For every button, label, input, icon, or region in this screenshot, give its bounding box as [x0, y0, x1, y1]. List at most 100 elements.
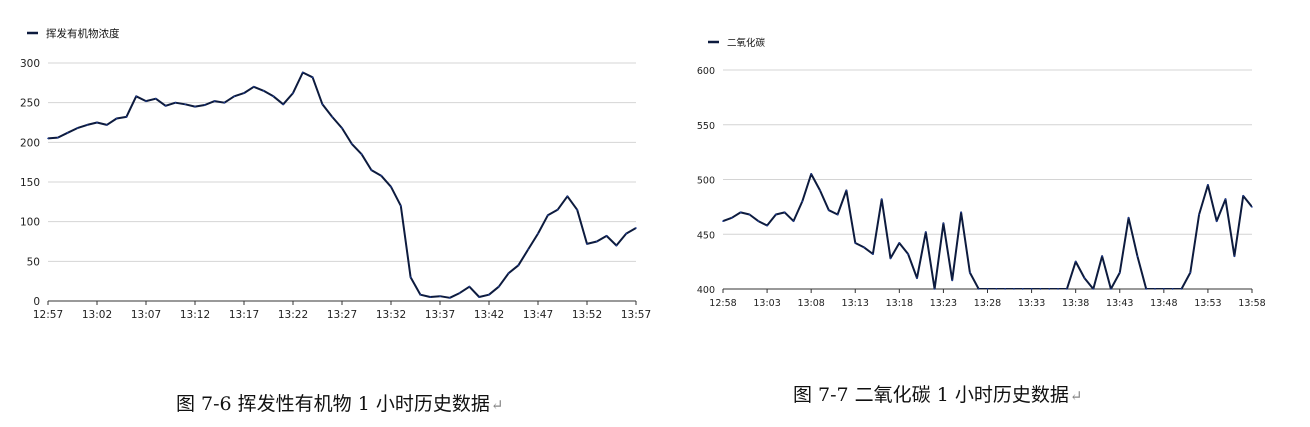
- data-point: [223, 101, 226, 104]
- data-point: [625, 232, 627, 235]
- data-point: [468, 285, 471, 288]
- y-tick-label: 150: [20, 177, 40, 189]
- data-point: [1074, 260, 1077, 263]
- data-point: [302, 71, 304, 74]
- data-point: [145, 100, 147, 102]
- y-tick-label: 250: [20, 98, 40, 110]
- voc-line-chart: 0 50 100 150 200 250 300 12:57 13:02 13:07 13:12 13…: [20, 27, 651, 321]
- data-point: [863, 246, 865, 249]
- x-tick-label: 13:13: [842, 298, 869, 309]
- data-point: [615, 244, 618, 247]
- data-point: [924, 231, 927, 233]
- series-line: [723, 173, 1252, 289]
- data-point: [907, 253, 909, 255]
- data-point: [66, 132, 69, 134]
- data-point: [76, 127, 79, 129]
- data-point: [253, 86, 255, 88]
- data-point: [390, 185, 392, 188]
- x-tick-label: 13:17: [229, 309, 259, 321]
- data-point: [488, 293, 490, 296]
- data-point: [47, 137, 49, 140]
- return-mark: ↵: [490, 396, 504, 414]
- x-tick-label: 13:43: [1106, 298, 1133, 309]
- voc-chart-panel: 0 50 100 150 200 250 300 12:57 13:02 13:07 13:12 13…: [0, 0, 655, 330]
- data-point: [57, 136, 59, 139]
- data-point: [517, 264, 520, 267]
- data-point: [960, 211, 962, 214]
- data-point: [1004, 288, 1006, 290]
- data-point: [547, 214, 549, 217]
- data-point: [828, 209, 830, 211]
- data-point: [739, 211, 742, 214]
- data-point: [1154, 288, 1156, 290]
- data-point: [449, 297, 451, 299]
- data-point: [731, 217, 733, 219]
- y-tick-label: 600: [697, 66, 715, 77]
- legend-label: 二氧化碳: [727, 37, 766, 49]
- data-point: [439, 295, 441, 298]
- data-point: [272, 95, 275, 98]
- data-point: [775, 213, 777, 216]
- data-point: [1110, 288, 1112, 290]
- data-point: [292, 92, 294, 94]
- data-point: [1092, 288, 1095, 290]
- data-point: [836, 213, 839, 216]
- co2-caption-text: 图 7-7 二氧化碳 1 小时历史数据: [793, 384, 1069, 406]
- data-point: [1224, 198, 1227, 201]
- data-point: [1189, 271, 1192, 274]
- data-point: [321, 103, 324, 106]
- data-point: [1101, 255, 1103, 257]
- x-tick-label: 13:48: [1150, 298, 1177, 309]
- data-point: [872, 253, 874, 255]
- x-tick-label: 13:27: [327, 309, 357, 321]
- data-point: [1163, 288, 1165, 290]
- data-point: [1136, 255, 1139, 257]
- data-point: [243, 92, 245, 94]
- x-tick-label: 13:33: [1018, 298, 1045, 309]
- data-point: [1030, 288, 1033, 290]
- data-point: [1207, 184, 1209, 186]
- data-point: [213, 100, 216, 102]
- data-point: [204, 104, 206, 106]
- data-point: [942, 222, 945, 225]
- data-point: [977, 288, 980, 290]
- voc-figure-caption: 图 7-6 挥发性有机物 1 小时历史数据↵: [176, 389, 503, 416]
- x-tick-label: 13:02: [82, 309, 112, 321]
- data-point: [1180, 288, 1183, 290]
- data-point: [184, 103, 186, 106]
- x-tick-label: 12:58: [709, 298, 736, 309]
- data-point: [1057, 288, 1059, 290]
- data-point: [478, 296, 481, 298]
- data-point: [1242, 195, 1244, 197]
- data-point: [125, 116, 128, 118]
- data-point: [969, 271, 971, 274]
- data-point: [331, 116, 334, 118]
- series-line: [48, 71, 636, 299]
- data-point: [262, 89, 265, 92]
- data-point: [537, 232, 539, 235]
- data-point: [810, 173, 812, 175]
- data-point: [106, 124, 108, 126]
- data-point: [135, 95, 137, 98]
- data-point: [164, 105, 167, 107]
- data-point: [507, 272, 510, 275]
- data-point: [845, 189, 848, 192]
- data-point: [854, 242, 857, 244]
- y-tick-label: 200: [20, 137, 40, 149]
- data-point: [1215, 220, 1218, 222]
- data-point: [458, 292, 461, 294]
- x-tick-label: 13:22: [278, 309, 308, 321]
- data-point: [748, 213, 751, 216]
- x-tick-label: 13:23: [930, 298, 957, 309]
- data-point: [527, 248, 529, 251]
- data-point: [174, 101, 177, 104]
- co2-line-chart: 400 450 500 550 600 12:58 13:03 13:08 13:13 13:18…: [697, 37, 1266, 309]
- data-point: [1013, 288, 1015, 290]
- data-point: [757, 220, 760, 222]
- data-point: [586, 243, 588, 245]
- return-mark: ↵: [1069, 387, 1083, 405]
- data-point: [596, 240, 598, 243]
- data-point: [370, 169, 373, 171]
- y-tick-label: 100: [20, 217, 40, 229]
- data-point: [233, 95, 235, 98]
